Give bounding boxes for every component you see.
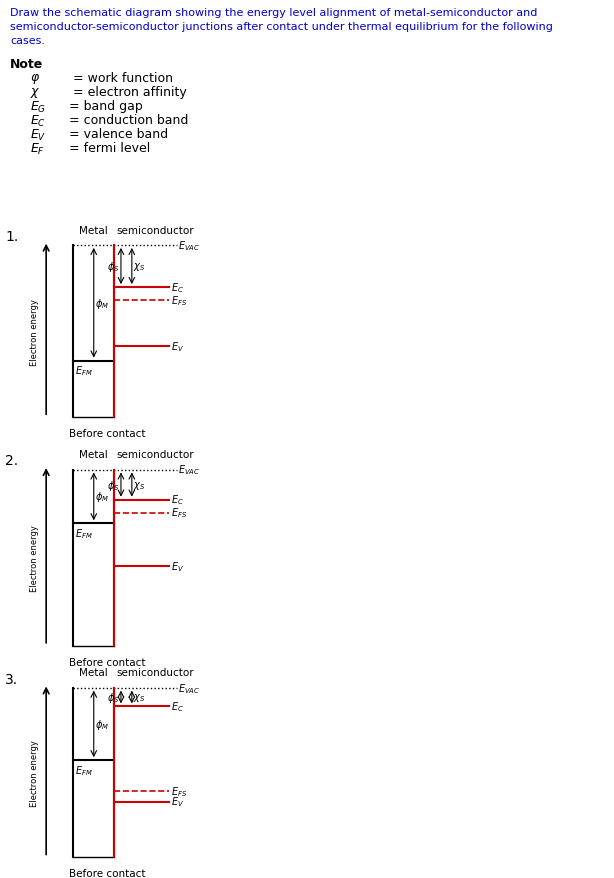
Text: 3.: 3. bbox=[5, 673, 18, 687]
Text: Electron energy: Electron energy bbox=[30, 525, 39, 592]
Text: $E_{FS}$: $E_{FS}$ bbox=[171, 506, 187, 520]
Text: $E_{FS}$: $E_{FS}$ bbox=[171, 293, 187, 307]
Text: $E_V$: $E_V$ bbox=[171, 340, 184, 353]
Text: = work function: = work function bbox=[65, 72, 173, 85]
Text: $E_{FM}$: $E_{FM}$ bbox=[75, 527, 93, 541]
Text: $E_{VAC}$: $E_{VAC}$ bbox=[178, 681, 200, 694]
Text: $\phi_S$: $\phi_S$ bbox=[107, 478, 120, 492]
Text: Draw the schematic diagram showing the energy level alignment of metal-semicondu: Draw the schematic diagram showing the e… bbox=[10, 8, 537, 18]
Text: $\phi_M$: $\phi_M$ bbox=[95, 717, 109, 731]
Text: $\chi_S$: $\chi_S$ bbox=[133, 261, 146, 273]
Text: $\phi_M$: $\phi_M$ bbox=[95, 490, 109, 504]
Text: = valence band: = valence band bbox=[65, 128, 168, 140]
Text: $E_C$: $E_C$ bbox=[171, 700, 184, 714]
Text: 2.: 2. bbox=[5, 453, 18, 467]
Text: $E_V$: $E_V$ bbox=[30, 128, 47, 143]
Text: $E_V$: $E_V$ bbox=[171, 559, 184, 573]
Text: $E_V$: $E_V$ bbox=[171, 795, 184, 809]
Text: semiconductor: semiconductor bbox=[116, 226, 194, 235]
Text: $E_F$: $E_F$ bbox=[30, 142, 45, 157]
Text: $E_{VAC}$: $E_{VAC}$ bbox=[178, 239, 200, 253]
Text: Electron energy: Electron energy bbox=[30, 739, 39, 806]
Text: semiconductor-semiconductor junctions after contact under thermal equilibrium fo: semiconductor-semiconductor junctions af… bbox=[10, 22, 553, 32]
Text: $\phi_M$: $\phi_M$ bbox=[95, 297, 109, 311]
Text: Metal: Metal bbox=[79, 450, 108, 459]
Text: $\chi$: $\chi$ bbox=[30, 86, 41, 100]
Text: = electron affinity: = electron affinity bbox=[65, 86, 187, 99]
Text: $\phi_S$: $\phi_S$ bbox=[107, 260, 120, 274]
Text: = fermi level: = fermi level bbox=[65, 142, 150, 155]
Text: $\chi_S$: $\chi_S$ bbox=[133, 479, 146, 491]
Text: $\phi_S$: $\phi_S$ bbox=[107, 690, 120, 704]
Text: $\chi_S$: $\chi_S$ bbox=[133, 691, 146, 703]
Text: = band gap: = band gap bbox=[65, 100, 142, 113]
Text: Before contact: Before contact bbox=[69, 867, 146, 878]
Text: Electron energy: Electron energy bbox=[30, 299, 39, 365]
Text: 1.: 1. bbox=[5, 230, 18, 244]
Text: semiconductor: semiconductor bbox=[116, 450, 194, 459]
Text: cases.: cases. bbox=[10, 36, 45, 46]
Text: $E_{VAC}$: $E_{VAC}$ bbox=[178, 463, 200, 477]
Text: $E_{FS}$: $E_{FS}$ bbox=[171, 784, 187, 798]
Text: Metal: Metal bbox=[79, 667, 108, 678]
Text: $E_C$: $E_C$ bbox=[171, 493, 184, 507]
Text: $E_C$: $E_C$ bbox=[30, 114, 46, 129]
Text: $\varphi$: $\varphi$ bbox=[30, 72, 40, 86]
Text: $E_G$: $E_G$ bbox=[30, 100, 46, 115]
Text: Before contact: Before contact bbox=[69, 428, 146, 438]
Text: Before contact: Before contact bbox=[69, 657, 146, 666]
Text: Note: Note bbox=[10, 58, 43, 71]
Text: $E_{FM}$: $E_{FM}$ bbox=[75, 364, 93, 378]
Text: semiconductor: semiconductor bbox=[116, 667, 194, 678]
Text: $E_{FM}$: $E_{FM}$ bbox=[75, 763, 93, 777]
Text: $E_C$: $E_C$ bbox=[171, 281, 184, 294]
Text: Metal: Metal bbox=[79, 226, 108, 235]
Text: = conduction band: = conduction band bbox=[65, 114, 188, 126]
